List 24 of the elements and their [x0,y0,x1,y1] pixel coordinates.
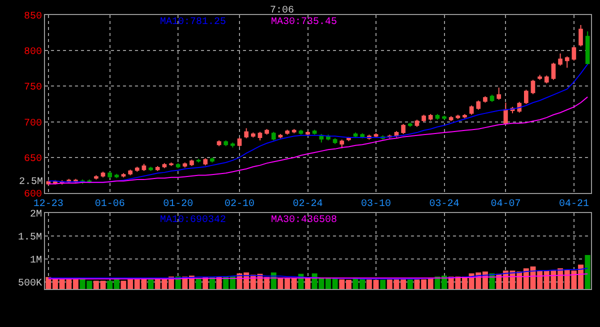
y-tick-label: 750 [24,82,42,94]
y-tick-label: 700 [24,118,42,130]
x-tick-label: 03-10 [361,199,392,210]
y-tick-label: 1.5M [18,232,42,244]
text: MA10:781.25 [160,17,226,28]
x-tick-label: 04-07 [490,199,521,210]
text: MA30:735.45 [271,17,338,28]
x-tick-label: 12-23 [33,199,64,210]
y-tick-label: 650 [24,154,42,165]
y-tick-label: 2M [30,210,42,221]
text: MA10:690342 [160,215,226,226]
text: MA30:436508 [271,215,338,226]
x-tick-label: 02-10 [224,199,255,210]
x-tick-label: 01-06 [94,199,125,210]
x-tick-label: 02-24 [292,199,323,210]
y-tick-label: 1M [30,256,42,267]
chart-title: 7:06 [270,6,294,16]
y-tick-label: 500K [18,278,42,290]
text: 2.5M [19,177,44,188]
x-tick-label: 01-20 [163,199,194,210]
x-tick-label: 03-24 [429,199,460,210]
y-tick-label: 800 [24,47,42,58]
x-tick-label: 04-21 [558,199,589,210]
y-tick-label: 850 [24,12,42,22]
